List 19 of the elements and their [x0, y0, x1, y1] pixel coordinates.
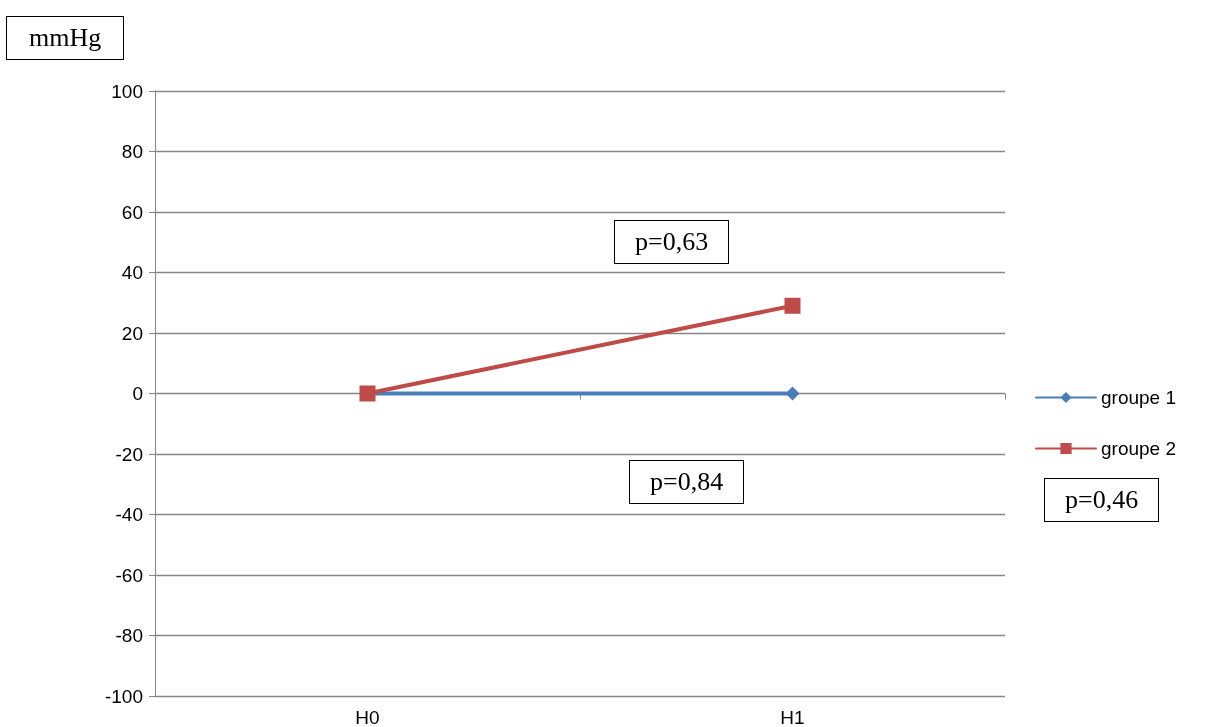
y-tick-label: 40 — [121, 262, 143, 283]
y-tick-label: -40 — [115, 504, 143, 525]
y-tick-label: -80 — [115, 625, 143, 646]
y-tick-label: 100 — [111, 80, 143, 102]
annotation: p=0,84 — [629, 460, 745, 504]
y-axis-title: mmHg — [6, 16, 125, 60]
y-tick-label: 80 — [121, 141, 143, 162]
text: p=0,46 — [1044, 478, 1160, 522]
y-tick-label: -20 — [115, 443, 143, 465]
y-tick-label: 60 — [121, 201, 143, 223]
y-tick-label: 20 — [121, 322, 143, 344]
legend-label: groupe 1 — [1101, 387, 1177, 408]
x-tick-label: H1 — [780, 707, 805, 727]
x-tick-label: H0 — [355, 707, 380, 727]
y-tick-label: -100 — [104, 685, 143, 707]
annotation: p=0,63 — [614, 220, 730, 264]
y-tick-label: -60 — [115, 564, 143, 586]
y-tick-label: 0 — [132, 383, 143, 404]
legend-label: groupe 2 — [1101, 438, 1177, 459]
